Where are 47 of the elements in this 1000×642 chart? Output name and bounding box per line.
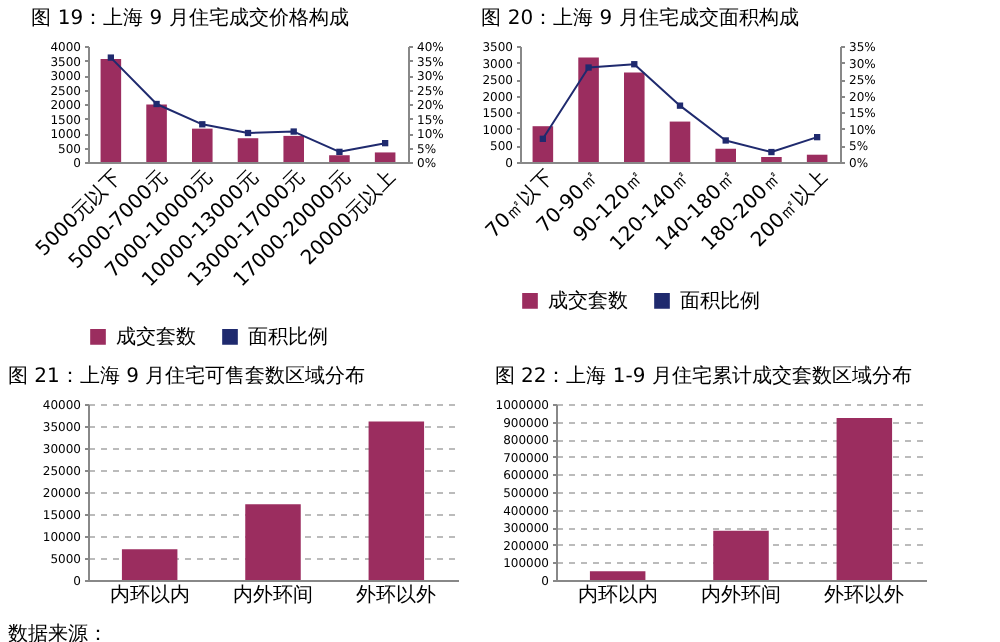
- legend-label: 成交套数: [548, 288, 628, 313]
- bar: [578, 57, 599, 162]
- point: [290, 128, 297, 135]
- point: [676, 102, 684, 109]
- bar: [368, 421, 425, 580]
- chart-title: 图 19：上海 9 月住宅成交价格构成: [31, 6, 349, 30]
- chart-title: 图 21：上海 9 月住宅可售套数区域分布: [8, 364, 366, 388]
- point: [722, 137, 729, 144]
- x-tick-label: 外环以外: [356, 583, 437, 607]
- legend-label: 面积比例: [248, 324, 328, 349]
- bar: [374, 152, 396, 162]
- x-tick-label: 外环以外: [824, 583, 905, 607]
- bar: [121, 549, 178, 580]
- point: [768, 148, 775, 156]
- bar: [624, 72, 645, 162]
- bar: [713, 530, 769, 580]
- point: [336, 148, 343, 156]
- x-tick-label: 内环以内: [109, 583, 190, 607]
- point: [244, 129, 252, 137]
- point: [381, 139, 389, 147]
- point: [199, 121, 206, 128]
- chart-title: 图 20：上海 9 月住宅成交面积构成: [481, 6, 799, 30]
- bar: [192, 128, 213, 162]
- point: [631, 61, 638, 68]
- point: [153, 100, 160, 108]
- point: [107, 54, 115, 61]
- legend-label: 成交套数: [116, 324, 196, 349]
- bar: [715, 148, 736, 162]
- x-tick-label: 内外环间: [701, 583, 781, 607]
- bar: [806, 154, 828, 162]
- chart-title: 图 22：上海 1-9 月住宅累计成交套数区域分布: [494, 364, 912, 388]
- x-tick-label: 内环以内: [577, 583, 658, 607]
- bar: [836, 418, 893, 580]
- x-tick-label: 内外环间: [233, 583, 313, 607]
- bar: [100, 59, 122, 162]
- legend-label: 面积比例: [680, 288, 760, 313]
- bar: [532, 126, 554, 162]
- point: [813, 133, 821, 141]
- bar: [589, 571, 646, 580]
- bar: [146, 104, 167, 162]
- bar: [283, 135, 304, 162]
- point: [539, 135, 547, 142]
- point: [585, 64, 592, 71]
- bar: [669, 121, 691, 162]
- bar: [237, 138, 259, 162]
- bar: [329, 155, 350, 162]
- bar: [245, 504, 301, 580]
